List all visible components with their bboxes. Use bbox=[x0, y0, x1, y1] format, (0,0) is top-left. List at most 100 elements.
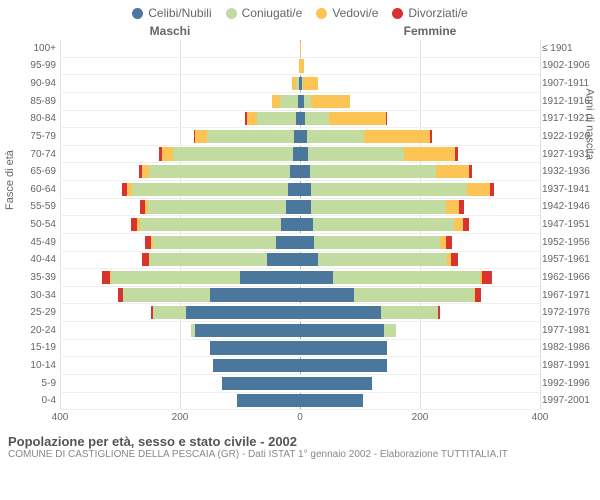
segment-cel bbox=[300, 218, 313, 231]
segment-con bbox=[381, 306, 438, 319]
segment-cel bbox=[300, 359, 387, 372]
segment-cel bbox=[300, 377, 372, 390]
legend-label: Divorziati/e bbox=[408, 6, 467, 20]
segment-cel bbox=[293, 147, 300, 160]
male-bar bbox=[60, 236, 300, 249]
segment-con bbox=[311, 200, 446, 213]
segment-ved bbox=[162, 147, 173, 160]
female-bar bbox=[300, 59, 540, 72]
age-row: 70-741927-1931 bbox=[60, 146, 540, 164]
segment-cel bbox=[300, 341, 387, 354]
age-label: 85-89 bbox=[12, 96, 56, 107]
age-row: 5-91992-1996 bbox=[60, 375, 540, 393]
legend-item: Coniugati/e bbox=[226, 6, 303, 20]
age-label: 60-64 bbox=[12, 184, 56, 195]
x-axis: 4002000200400 bbox=[60, 410, 540, 430]
male-bar bbox=[60, 341, 300, 354]
segment-div bbox=[469, 165, 473, 178]
female-bar bbox=[300, 200, 540, 213]
segment-con bbox=[314, 236, 440, 249]
male-header: Maschi bbox=[40, 24, 300, 38]
age-label: 10-14 bbox=[12, 360, 56, 371]
segment-div bbox=[438, 306, 440, 319]
segment-ved bbox=[364, 130, 430, 143]
segment-con bbox=[132, 183, 288, 196]
segment-div bbox=[490, 183, 495, 196]
segment-cel bbox=[276, 236, 300, 249]
segment-con bbox=[305, 112, 329, 125]
age-row: 95-991902-1906 bbox=[60, 58, 540, 76]
segment-con bbox=[310, 165, 436, 178]
birth-year-label: 1997-2001 bbox=[542, 395, 598, 406]
segment-con bbox=[173, 147, 293, 160]
segment-cel bbox=[267, 253, 300, 266]
segment-cel bbox=[210, 288, 300, 301]
segment-con bbox=[140, 218, 281, 231]
age-label: 100+ bbox=[12, 43, 56, 54]
segment-div bbox=[451, 253, 458, 266]
gender-headers: Maschi Femmine bbox=[0, 24, 600, 40]
age-row: 85-891912-1916 bbox=[60, 93, 540, 111]
age-label: 95-99 bbox=[12, 60, 56, 71]
segment-ved bbox=[195, 130, 207, 143]
segment-cel bbox=[195, 324, 300, 337]
age-label: 25-29 bbox=[12, 307, 56, 318]
female-bar bbox=[300, 236, 540, 249]
legend-swatch bbox=[316, 8, 327, 19]
legend: Celibi/NubiliConiugati/eVedovi/eDivorzia… bbox=[0, 0, 600, 24]
segment-con bbox=[280, 95, 298, 108]
x-tick: 200 bbox=[412, 412, 429, 423]
female-bar bbox=[300, 218, 540, 231]
segment-cel bbox=[300, 147, 308, 160]
age-row: 55-591942-1946 bbox=[60, 199, 540, 217]
segment-con bbox=[333, 271, 480, 284]
birth-year-label: 1937-1941 bbox=[542, 184, 598, 195]
male-bar bbox=[60, 59, 300, 72]
gridline bbox=[540, 40, 541, 410]
legend-label: Vedovi/e bbox=[332, 6, 378, 20]
segment-cel bbox=[300, 306, 381, 319]
segment-con bbox=[153, 306, 186, 319]
age-label: 20-24 bbox=[12, 325, 56, 336]
legend-item: Vedovi/e bbox=[316, 6, 378, 20]
segment-cel bbox=[210, 341, 300, 354]
age-row: 65-691932-1936 bbox=[60, 163, 540, 181]
male-bar bbox=[60, 112, 300, 125]
segment-ved bbox=[329, 112, 386, 125]
age-row: 60-641937-1941 bbox=[60, 181, 540, 199]
segment-cel bbox=[300, 165, 310, 178]
female-bar bbox=[300, 377, 540, 390]
age-row: 40-441957-1961 bbox=[60, 252, 540, 270]
segment-cel bbox=[300, 324, 384, 337]
age-label: 40-44 bbox=[12, 254, 56, 265]
age-row: 25-291972-1976 bbox=[60, 304, 540, 322]
segment-con bbox=[123, 288, 210, 301]
segment-con bbox=[313, 218, 454, 231]
female-bar bbox=[300, 324, 540, 337]
female-bar bbox=[300, 306, 540, 319]
male-bar bbox=[60, 200, 300, 213]
male-bar bbox=[60, 165, 300, 178]
birth-year-label: 1972-1976 bbox=[542, 307, 598, 318]
segment-cel bbox=[300, 183, 311, 196]
birth-year-label: 1962-1966 bbox=[542, 272, 598, 283]
segment-con bbox=[150, 253, 267, 266]
segment-con bbox=[153, 236, 276, 249]
segment-div bbox=[142, 253, 149, 266]
segment-cel bbox=[288, 183, 300, 196]
segment-ved bbox=[142, 165, 149, 178]
male-bar bbox=[60, 359, 300, 372]
male-bar bbox=[60, 147, 300, 160]
age-label: 90-94 bbox=[12, 78, 56, 89]
segment-con bbox=[304, 95, 311, 108]
caption-title: Popolazione per età, sesso e stato civil… bbox=[8, 434, 592, 449]
birth-year-label: 1942-1946 bbox=[542, 201, 598, 212]
segment-con bbox=[111, 271, 240, 284]
segment-ved bbox=[446, 200, 459, 213]
segment-ved bbox=[300, 42, 301, 55]
birth-year-label: 1922-1926 bbox=[542, 131, 598, 142]
age-label: 5-9 bbox=[12, 378, 56, 389]
male-bar bbox=[60, 183, 300, 196]
male-bar bbox=[60, 218, 300, 231]
x-tick: 400 bbox=[52, 412, 69, 423]
